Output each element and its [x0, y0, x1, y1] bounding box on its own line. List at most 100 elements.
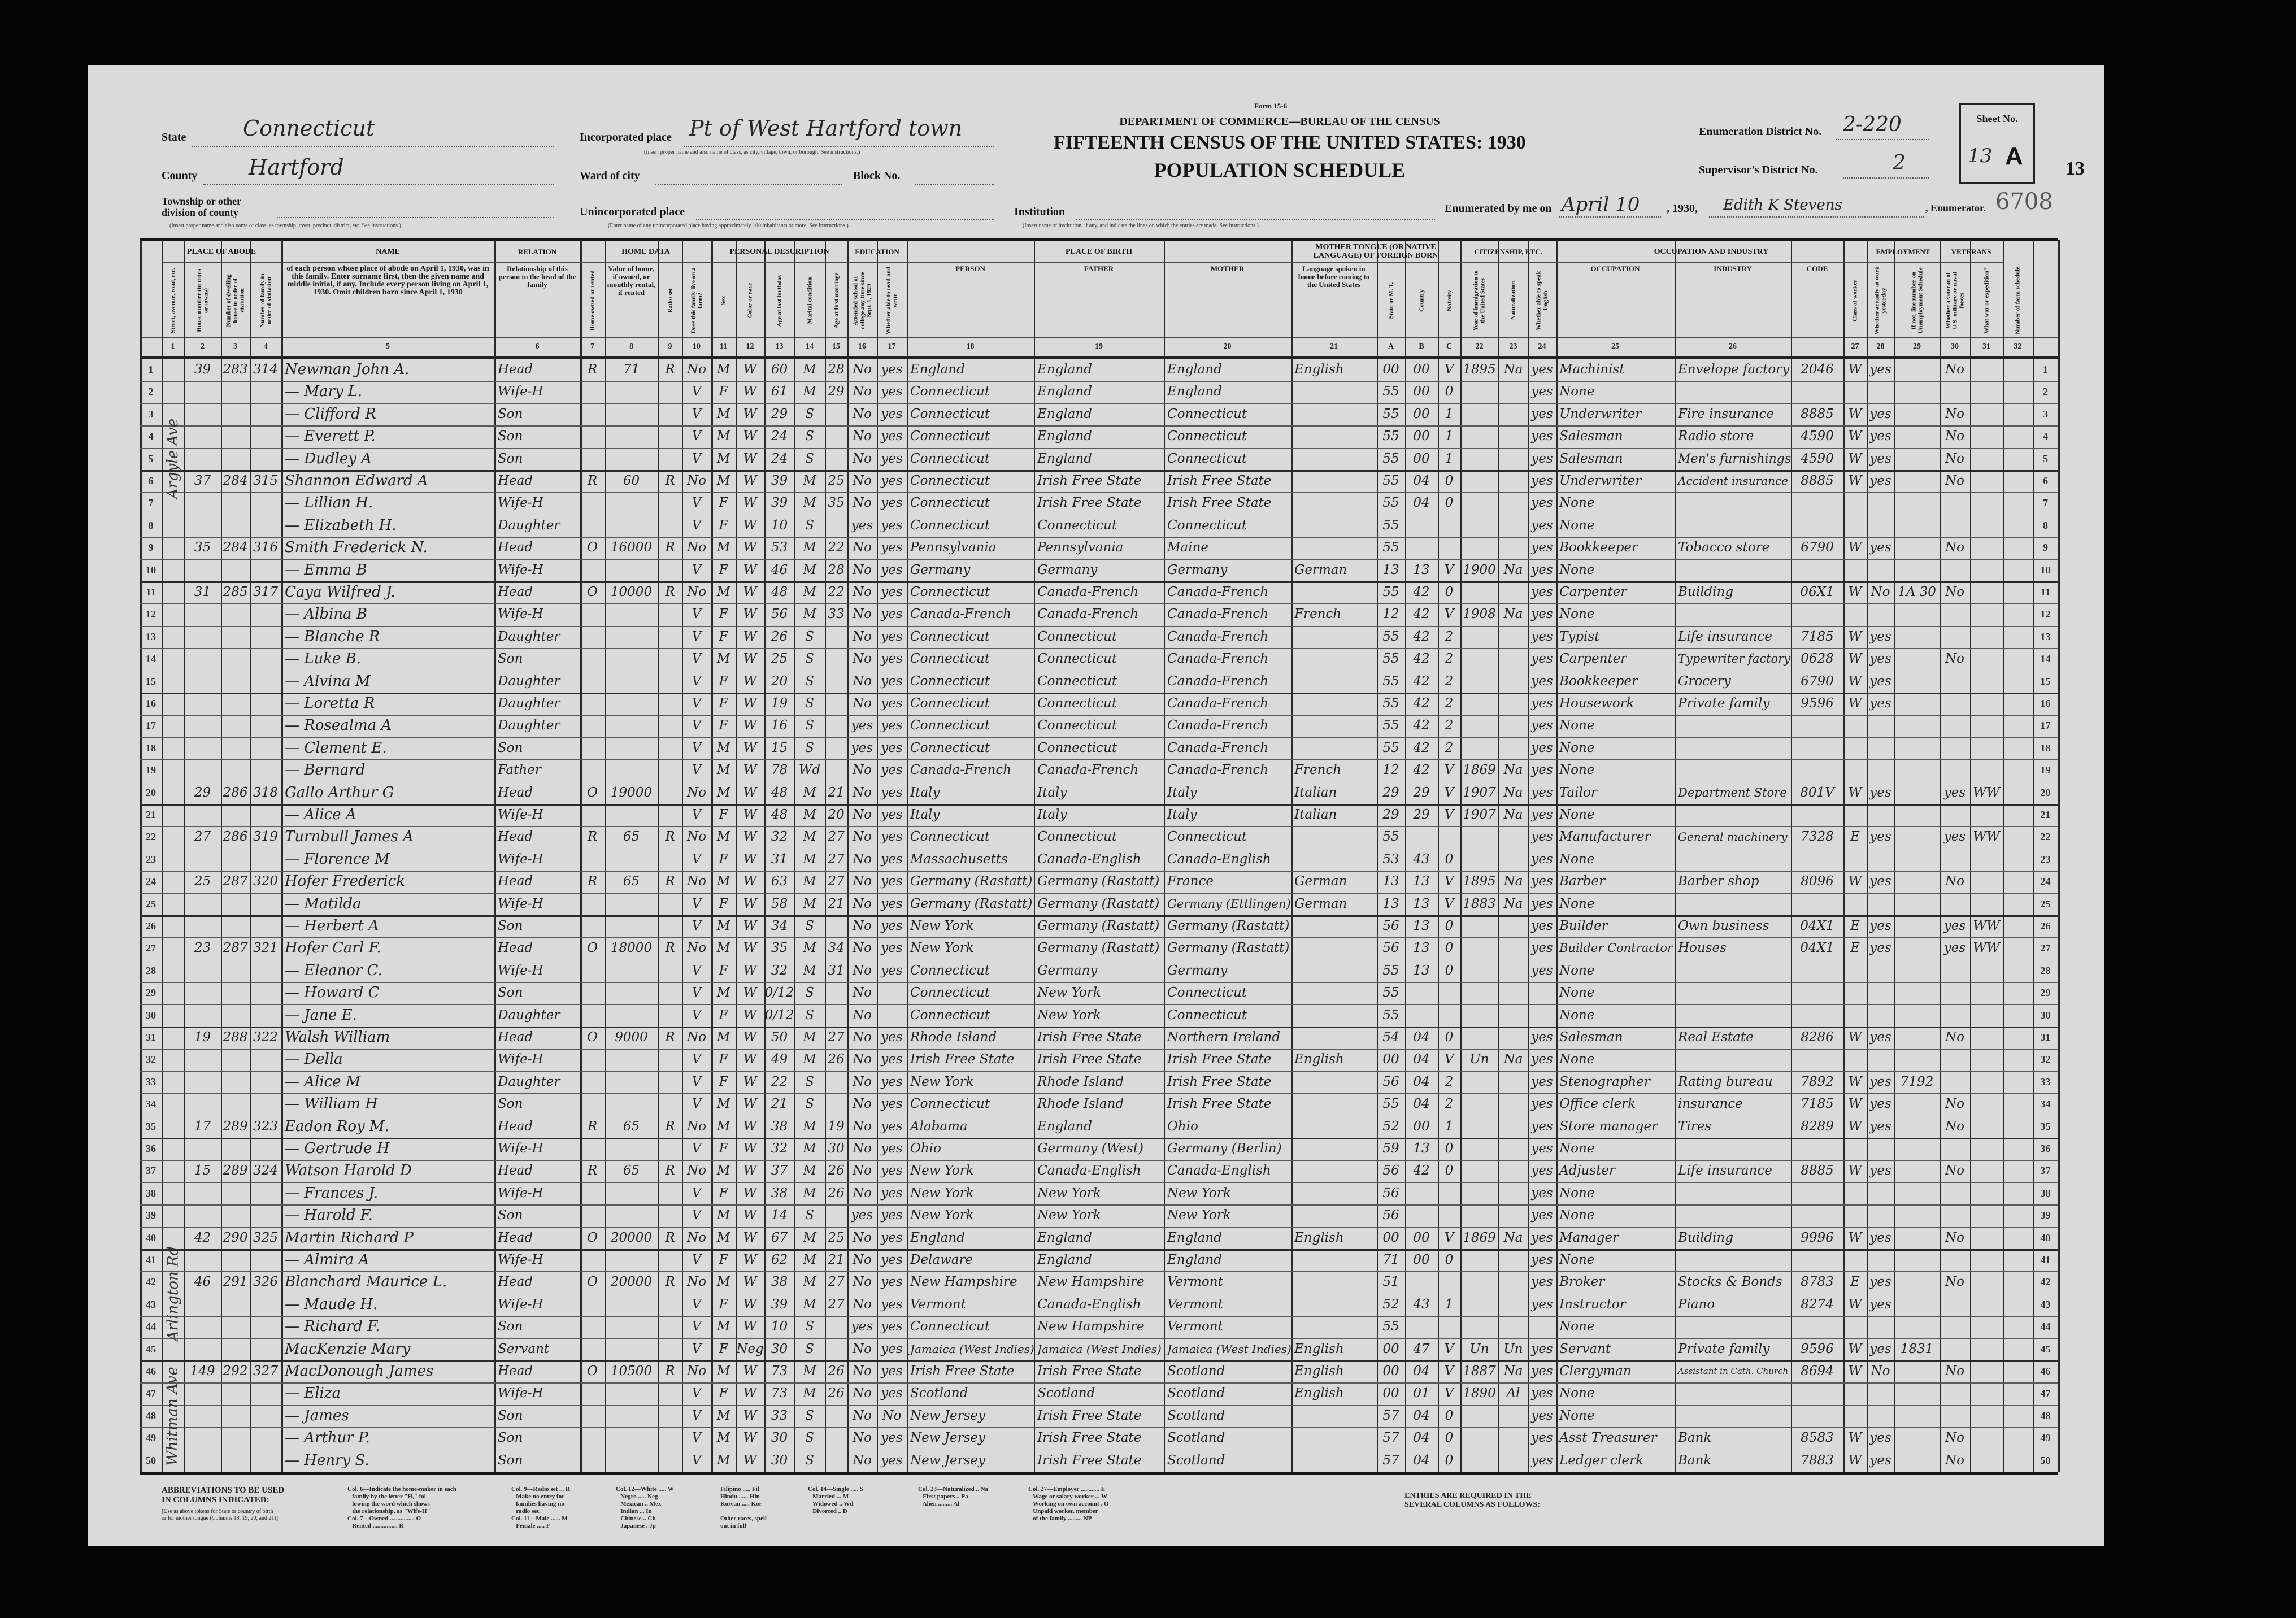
cell-farm: V: [692, 1052, 702, 1067]
form-number: Form 15-6: [1254, 102, 1288, 110]
cell-birthplace-father: Germany (Rastatt): [1037, 941, 1160, 956]
cell-birthplace-father: England: [1037, 406, 1092, 421]
cell-veteran: No: [1945, 473, 1964, 488]
cell-farm: V: [692, 963, 702, 978]
cell-worker-class: W: [1848, 362, 1862, 377]
cell-sex: F: [719, 696, 728, 711]
row-divider: [140, 871, 2058, 872]
cell-at-work: yes: [1869, 1230, 1891, 1245]
cell-code-b: 00: [1413, 362, 1430, 377]
column-header-label: Does this family live on a farm?: [690, 267, 703, 334]
cell-literacy: yes: [881, 362, 903, 377]
cell-industry: Fire insurance: [1678, 406, 1775, 421]
cell-birthplace-mother: England: [1167, 1230, 1222, 1245]
cell-literacy: yes: [881, 1208, 903, 1223]
cell-home-tenure: O: [587, 1275, 598, 1290]
cell-race: W: [743, 1097, 757, 1112]
cell-farm: V: [692, 1141, 702, 1156]
cell-speaks-english: yes: [1531, 829, 1553, 845]
cell-industry: Radio store: [1678, 429, 1754, 444]
column-header-label: Language spoken in home before coming to…: [1298, 265, 1370, 289]
street-name-text: Arlington Rd: [164, 1246, 181, 1342]
cell-sex: M: [716, 985, 730, 1001]
cell-code-c: 0: [1445, 384, 1454, 399]
cell-relation: Son: [498, 1208, 523, 1223]
cell-code-b: 00: [1413, 1119, 1430, 1134]
column-header: Whether a veteran of U.S. military or na…: [1940, 265, 1970, 336]
cell-veteran: No: [1945, 874, 1964, 889]
cell-race: W: [743, 1297, 757, 1312]
cell-line-number-right: 20: [2040, 786, 2051, 798]
cell-farm: No: [687, 540, 706, 555]
column-header-label: Number of dwelling house in order of vis…: [225, 273, 246, 327]
cell-birthplace-mother: Connecticut: [1167, 829, 1247, 845]
cell-line-number-right: 19: [2040, 764, 2051, 776]
column-divider: [1528, 240, 1529, 1472]
row-divider: [140, 804, 2058, 806]
cell-birthplace-father: Italy: [1037, 807, 1067, 822]
cell-race: W: [743, 985, 757, 1001]
cell-mother-tongue: English: [1294, 1341, 1344, 1356]
cell-code-c: V: [1444, 562, 1454, 577]
cell-relation: Wife-H: [498, 896, 543, 911]
cell-occupation: None: [1559, 851, 1595, 867]
cell-relation: Daughter: [498, 1007, 560, 1023]
cell-line-number: 25: [146, 898, 156, 910]
cell-worker-class: W: [1848, 406, 1862, 421]
cell-line-number: 19: [146, 764, 156, 776]
cell-code-c: 0: [1445, 1452, 1454, 1468]
column-number: 24: [1538, 342, 1546, 351]
column-number: 25: [1611, 342, 1619, 351]
cell-relation: Wife-H: [498, 1386, 543, 1401]
column-number: 4: [263, 342, 268, 351]
cell-relation: Son: [498, 1452, 523, 1468]
cell-relation: Wife-H: [498, 807, 543, 822]
cell-sex: M: [716, 1275, 730, 1290]
cell-naturalization: Na: [1503, 807, 1523, 822]
column-header-label: Number of farm schedule: [2014, 266, 2021, 334]
cell-age: 15: [771, 740, 788, 755]
cell-marital-status: S: [805, 696, 814, 711]
cell-industry: General machinery: [1678, 830, 1788, 844]
cell-age: 16: [771, 718, 788, 733]
cell-dwelling-number: 292: [223, 1364, 248, 1378]
cell-age: 29: [771, 406, 788, 421]
cell-age-at-marriage: 27: [828, 1275, 845, 1290]
cell-relation: Daughter: [498, 673, 560, 689]
cell-birthplace-father: New York: [1037, 1208, 1101, 1223]
cell-line-number-right: 39: [2040, 1210, 2051, 1221]
cell-person-name: — Alice A: [285, 806, 356, 823]
column-header-label: Age at last birthday: [776, 273, 783, 327]
row-divider: [140, 1027, 2058, 1028]
cell-birthplace-person: Connecticut: [910, 1097, 990, 1112]
cell-mother-tongue: Italian: [1294, 785, 1337, 800]
cell-occupation: Adjuster: [1559, 1163, 1615, 1178]
cell-age: 53: [771, 540, 788, 555]
cell-school-attendance: No: [853, 919, 872, 933]
cell-occupation: Machinist: [1559, 362, 1625, 377]
cell-farm: No: [687, 1030, 706, 1045]
cell-birthplace-father: Germany (West): [1037, 1141, 1143, 1156]
cell-code-a: 00: [1382, 1386, 1399, 1401]
cell-person-name: — Gertrude H: [285, 1140, 390, 1157]
cell-race: W: [743, 1185, 757, 1201]
cell-code-b: 13: [1413, 919, 1430, 933]
cell-birthplace-mother: Irish Free State: [1167, 473, 1272, 488]
cell-birthplace-mother: Jamaica (West Indies): [1167, 1342, 1291, 1356]
cell-birthplace-father: England: [1037, 362, 1092, 377]
cell-relation: Head: [498, 1230, 533, 1245]
cell-occupation: Barber: [1559, 874, 1605, 889]
cell-dwelling-number: 285: [223, 585, 248, 599]
column-group-heading: RELATION: [518, 247, 557, 256]
column-group-heading: PERSONAL DESCRIPTION: [729, 247, 829, 256]
cell-farm: V: [692, 562, 702, 577]
cell-industry: Men's furnishings: [1678, 451, 1791, 466]
cell-code-a: 59: [1382, 1141, 1399, 1156]
cell-school-attendance: No: [853, 763, 872, 778]
cell-person-name: — Loretta R: [285, 695, 375, 712]
cell-speaks-english: yes: [1531, 1163, 1553, 1178]
cell-occupation: None: [1559, 517, 1595, 533]
cell-race: Neg: [736, 1341, 764, 1356]
cell-code-c: 1: [1445, 406, 1454, 421]
cell-birthplace-person: Jamaica (West Indies): [910, 1342, 1034, 1356]
